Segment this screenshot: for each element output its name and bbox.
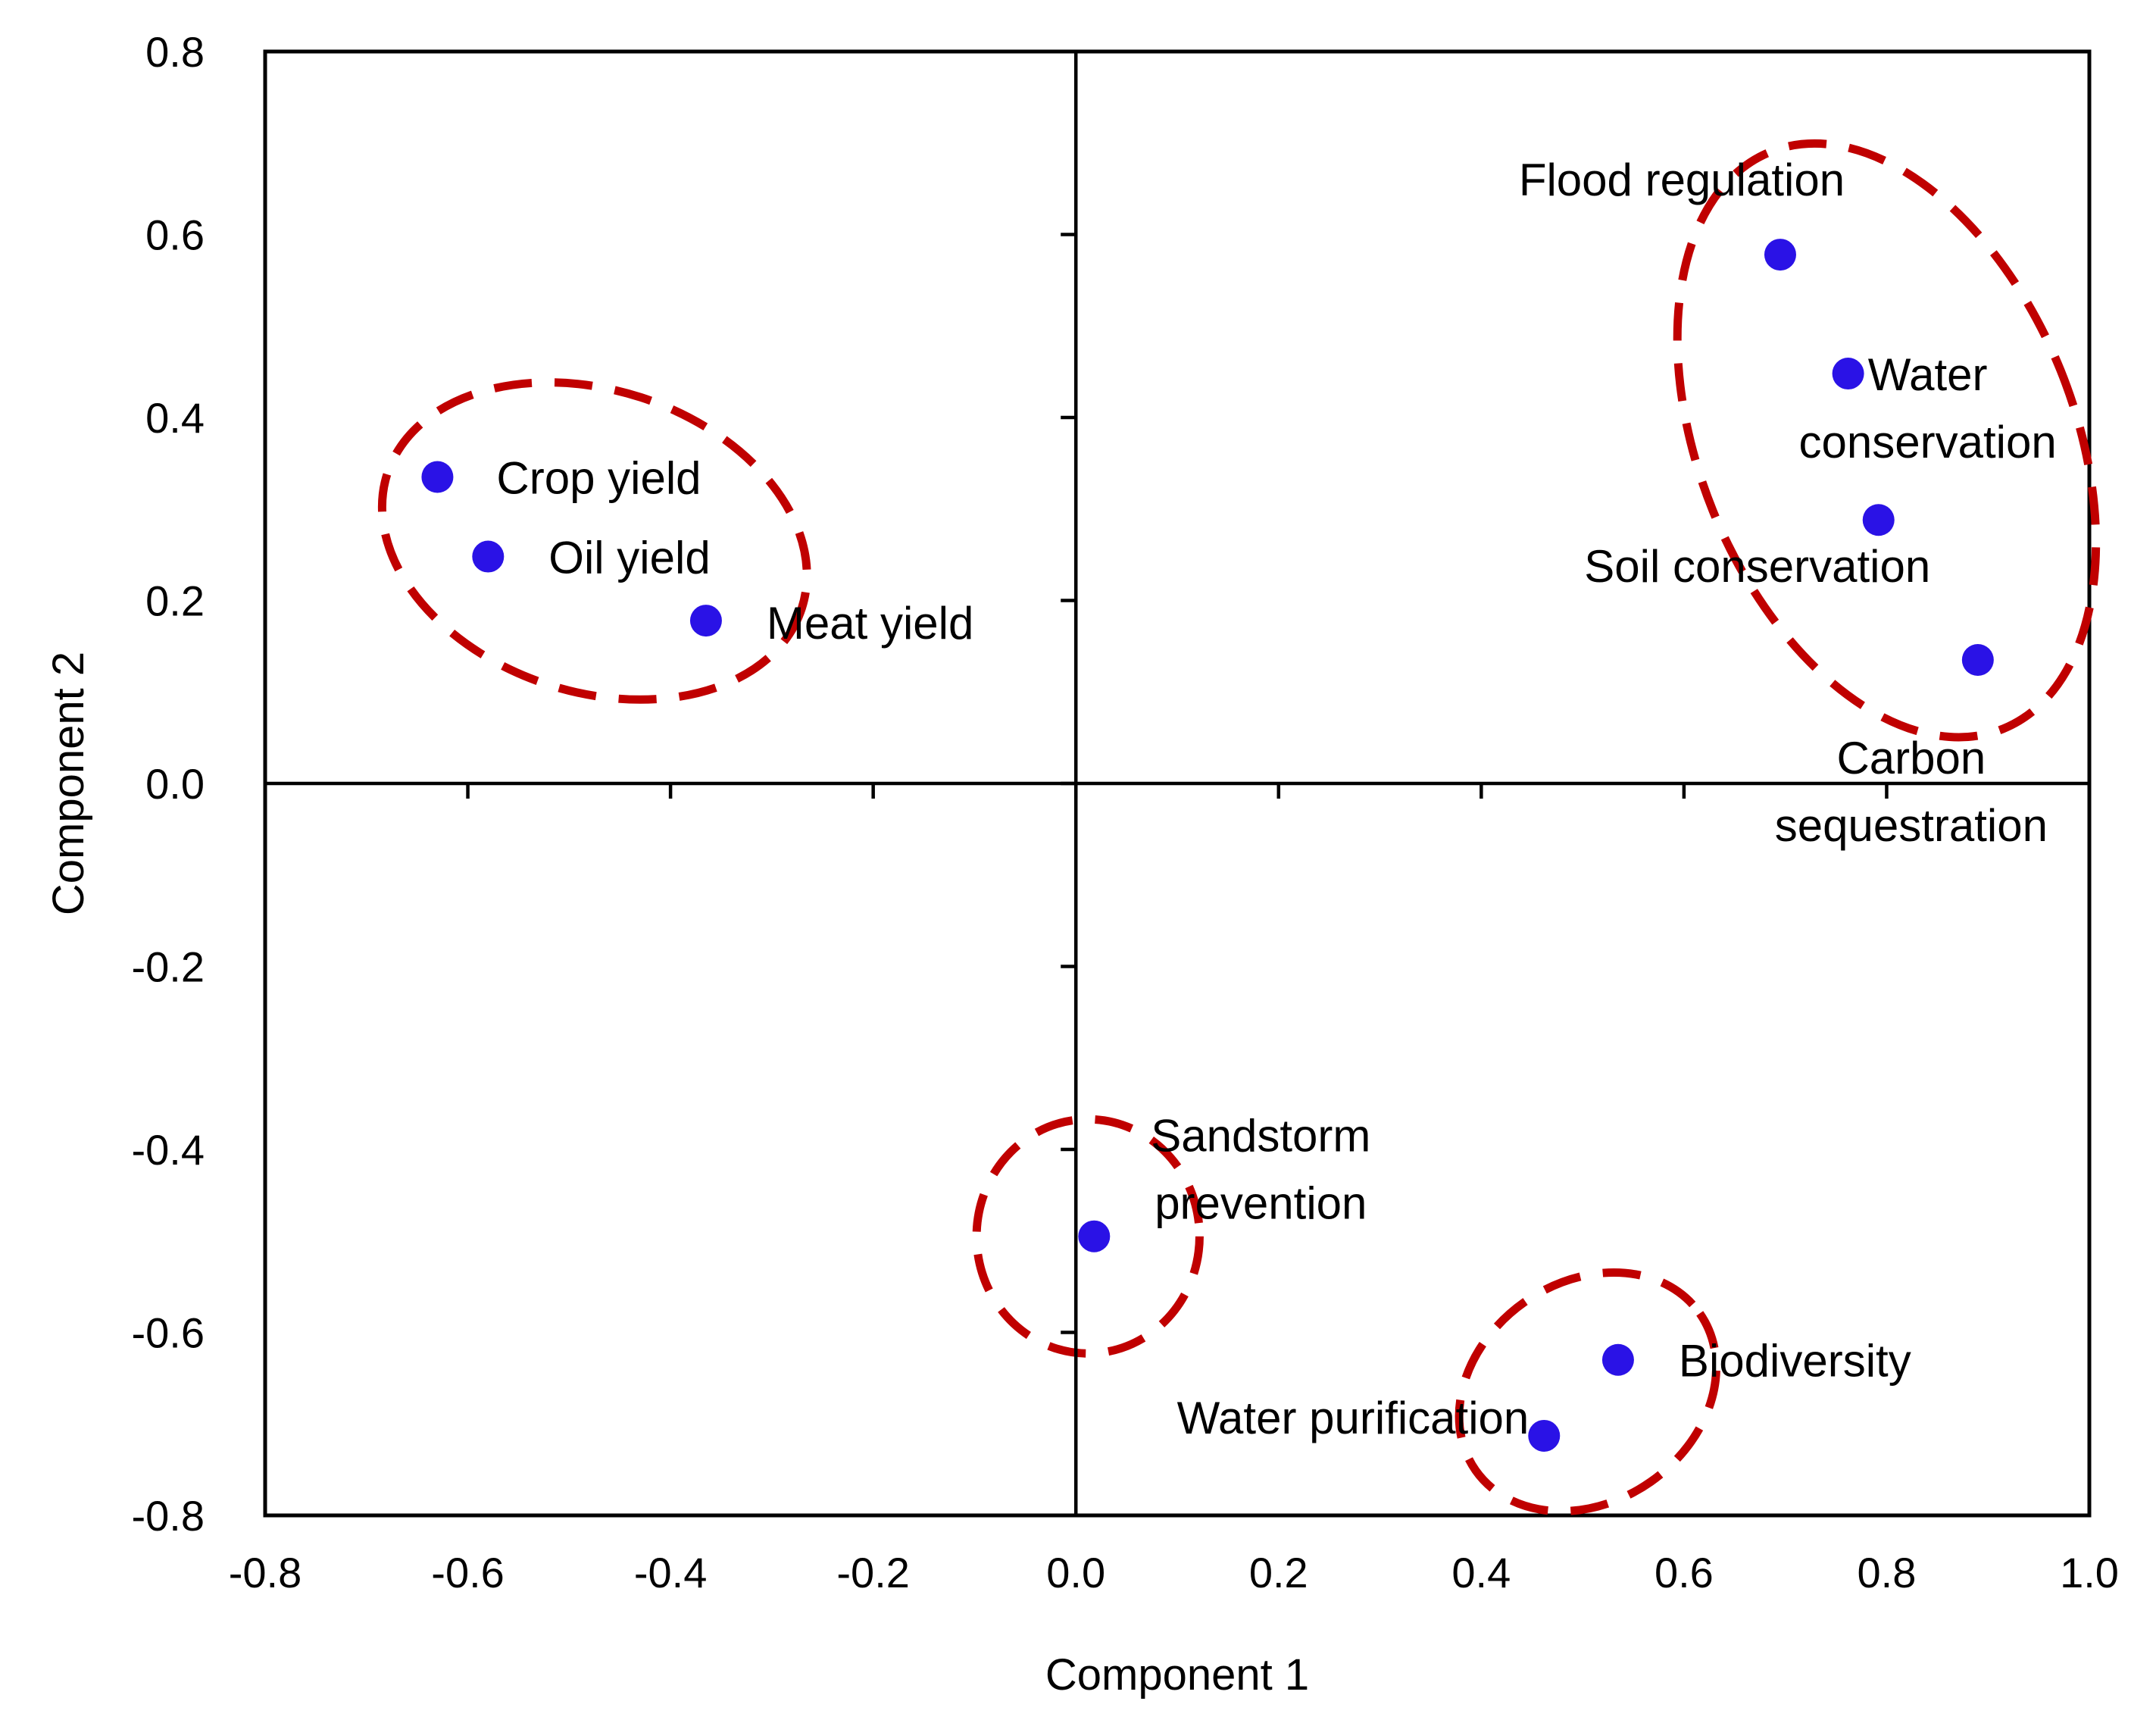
point-soil-conservation bbox=[1862, 504, 1895, 536]
x-tick-label: 1.0 bbox=[2060, 1549, 2119, 1596]
label-meat-yield: Meat yield bbox=[767, 598, 973, 649]
x-tick-label: 0.2 bbox=[1249, 1549, 1308, 1596]
y-tick-label: -0.4 bbox=[132, 1126, 205, 1174]
water-biodiversity-cluster bbox=[1455, 1268, 1720, 1516]
y-tick-label: -0.6 bbox=[132, 1309, 205, 1357]
point-oil-yield bbox=[472, 540, 505, 573]
y-tick-label: 0.4 bbox=[145, 394, 205, 442]
point-meat-yield bbox=[689, 605, 722, 637]
cluster-ellipses bbox=[377, 139, 2101, 1516]
label-soil-conservation: Soil conservation bbox=[1584, 541, 1930, 592]
x-tick-label: 0.6 bbox=[1654, 1549, 1714, 1596]
y-tick-label: -0.8 bbox=[132, 1492, 205, 1540]
point-biodiversity bbox=[1601, 1343, 1634, 1376]
point-sandstorm-prevention bbox=[1078, 1220, 1111, 1252]
zero-axes bbox=[265, 52, 2089, 1515]
label-carbon-sequestration: Carbon bbox=[1836, 733, 1986, 783]
data-points bbox=[421, 239, 1994, 1452]
x-axis-title: Component 1 bbox=[1045, 1650, 1309, 1700]
label-flood-regulation: Flood regulation bbox=[1519, 155, 1845, 205]
point-carbon-sequestration bbox=[1961, 643, 1994, 676]
point-flood-regulation bbox=[1764, 239, 1796, 271]
label-oil-yield: Oil yield bbox=[548, 533, 710, 583]
label-carbon-sequestration: sequestration bbox=[1775, 800, 2048, 851]
y-tick-label: 0.8 bbox=[145, 28, 205, 76]
x-tick-label: -0.8 bbox=[229, 1549, 302, 1596]
tick-labels: -0.8 -0.6 -0.4 -0.2 0.0 0.2 0.4 0.6 0.8 1.0 -0.8 -0… bbox=[132, 28, 2119, 1596]
label-water-conservation: conservation bbox=[1799, 417, 2057, 467]
y-axis-title: Component 2 bbox=[44, 652, 93, 915]
point-labels: Crop yield Oil yield Meat yield Flood regul… bbox=[496, 155, 2056, 1443]
y-tick-label: -0.2 bbox=[132, 943, 205, 991]
y-tick-label: 0.2 bbox=[145, 577, 205, 625]
label-water-conservation: Water bbox=[1868, 349, 1988, 400]
x-tick-label: -0.4 bbox=[634, 1549, 708, 1596]
x-tick-label: -0.2 bbox=[836, 1549, 910, 1596]
y-tick-label: 0.0 bbox=[145, 760, 205, 808]
regulating-cluster bbox=[1673, 139, 2101, 742]
x-tick-label: -0.6 bbox=[431, 1549, 505, 1596]
axis-ticks bbox=[263, 49, 2092, 1518]
point-crop-yield bbox=[421, 461, 454, 493]
label-sandstorm-prevention: Sandstorm bbox=[1151, 1111, 1370, 1162]
y-tick-label: 0.6 bbox=[145, 211, 205, 259]
x-tick-label: 0.0 bbox=[1046, 1549, 1105, 1596]
label-biodiversity: Biodiversity bbox=[1679, 1336, 1911, 1387]
provisioning-cluster bbox=[377, 378, 811, 704]
point-water-conservation bbox=[1832, 358, 1864, 390]
point-water-purification bbox=[1528, 1419, 1561, 1452]
label-water-purification: Water purification bbox=[1177, 1393, 1530, 1443]
label-crop-yield: Crop yield bbox=[496, 452, 701, 503]
label-sandstorm-prevention: prevention bbox=[1155, 1178, 1367, 1229]
x-tick-label: 0.4 bbox=[1451, 1549, 1511, 1596]
x-tick-label: 0.8 bbox=[1858, 1549, 1917, 1596]
sandstorm-cluster bbox=[972, 1115, 1204, 1358]
